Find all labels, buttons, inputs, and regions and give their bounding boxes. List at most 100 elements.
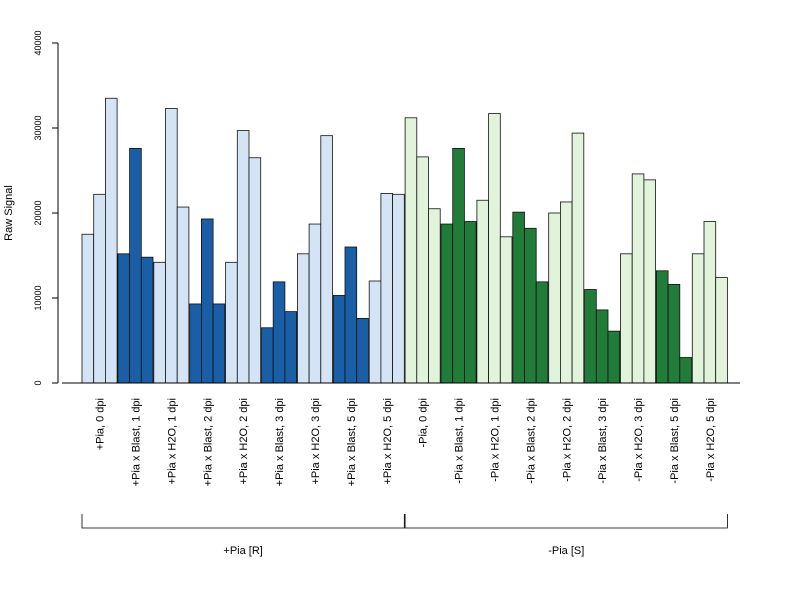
bar-group: [81, 97, 118, 384]
bar-group: [656, 270, 692, 384]
bar: [296, 253, 310, 384]
bar: [284, 311, 297, 384]
bar: [404, 117, 418, 384]
bar: [571, 132, 585, 384]
bar: [560, 201, 573, 384]
bar: [344, 246, 358, 384]
bar: [117, 253, 131, 384]
bar: [93, 193, 106, 384]
category-label: +Pia, 0 dpi: [95, 398, 107, 450]
bar: [440, 223, 454, 384]
bar: [428, 208, 441, 384]
y-tick-label: 10000: [33, 285, 43, 310]
bar-group: [296, 135, 333, 384]
category-label: +Pia x Blast, 3 dpi: [274, 398, 286, 486]
bar: [463, 221, 477, 384]
category-label: +Pia x H2O, 5 dpi: [382, 398, 394, 485]
bar-group: [225, 130, 262, 384]
category-label: +Pia x H2O, 1 dpi: [166, 398, 178, 485]
bar: [129, 147, 142, 384]
category-label: -Pia x Blast, 3 dpi: [597, 398, 609, 484]
bar: [643, 179, 657, 384]
bar: [584, 289, 597, 384]
category-label: -Pia x Blast, 5 dpi: [669, 398, 681, 484]
category-label: +Pia x Blast, 5 dpi: [346, 398, 358, 486]
category-label: -Pia, 0 dpi: [418, 398, 430, 448]
bar: [248, 157, 262, 384]
bar: [620, 253, 633, 384]
bar: [332, 295, 346, 384]
bar: [380, 193, 393, 384]
bar: [81, 233, 95, 384]
bar: [392, 193, 405, 384]
bar-group: [440, 147, 477, 384]
category-labels: +Pia, 0 dpi +Pia x Blast, 1 dpi +Pia x H2O…: [95, 398, 717, 486]
bracket-line: [404, 514, 728, 529]
bar: [715, 277, 728, 384]
category-label: -Pia x Blast, 1 dpi: [454, 398, 466, 484]
bar: [595, 309, 609, 384]
bracket-line: [81, 514, 405, 529]
y-axis-title: Raw Signal: [3, 185, 15, 241]
bar: [236, 130, 250, 384]
bar: [105, 97, 118, 384]
bar-group: [620, 173, 657, 384]
category-label: +Pia x Blast, 1 dpi: [130, 398, 142, 486]
bar: [176, 206, 190, 384]
bar: [153, 261, 166, 384]
bar: [272, 281, 286, 384]
bar-group: [261, 281, 297, 384]
category-label: -Pia x H2O, 5 dpi: [705, 398, 717, 482]
bar: [656, 270, 669, 384]
y-tick-label: 40000: [33, 30, 43, 55]
bar-group: [404, 117, 441, 384]
bar: [667, 283, 681, 384]
category-label: +Pia x H2O, 2 dpi: [238, 398, 250, 485]
bar: [140, 256, 154, 384]
bar: [368, 280, 382, 384]
bar: [165, 108, 178, 384]
group-label: +Pia [R]: [223, 545, 262, 557]
bar: [200, 218, 214, 384]
group-label: -Pia [S]: [548, 545, 584, 557]
bar: [488, 113, 501, 384]
bar: [356, 317, 369, 384]
bar-group: [153, 108, 190, 384]
category-label: +Pia x H2O, 3 dpi: [310, 398, 322, 485]
bar: [225, 261, 238, 384]
bar: [679, 357, 692, 384]
category-label: -Pia x H2O, 2 dpi: [561, 398, 573, 482]
bar: [499, 236, 513, 384]
y-tick-label: 20000: [33, 200, 43, 225]
category-label: -Pia x H2O, 3 dpi: [633, 398, 645, 482]
bar: [691, 253, 705, 384]
bar: [308, 223, 322, 384]
y-tick-label: 30000: [33, 115, 43, 140]
bar: [703, 221, 717, 384]
bar: [189, 303, 202, 384]
bar-series: [81, 97, 728, 384]
bar-group: [512, 211, 549, 384]
bar: [212, 303, 226, 384]
bar: [320, 135, 333, 384]
group-brackets: +Pia [R] -Pia [S]: [81, 514, 728, 557]
bar-group: [117, 147, 154, 384]
bar: [524, 227, 537, 384]
bar: [416, 156, 429, 384]
bar: [512, 211, 525, 384]
bar-group: [368, 193, 405, 384]
y-axis: 0 10000 20000 30000 40000: [33, 30, 59, 386]
bar: [631, 173, 645, 384]
bar: [535, 281, 549, 384]
bar: [261, 327, 274, 384]
category-label: -Pia x H2O, 1 dpi: [489, 398, 501, 482]
bar-group: [548, 132, 585, 384]
bar: [548, 212, 561, 384]
category-label: -Pia x Blast, 2 dpi: [525, 398, 537, 484]
bar-group: [189, 218, 226, 384]
bar-group: [476, 113, 513, 384]
y-tick-label: 0: [33, 380, 43, 385]
bar-group: [332, 246, 369, 384]
bar-group: [584, 289, 621, 384]
